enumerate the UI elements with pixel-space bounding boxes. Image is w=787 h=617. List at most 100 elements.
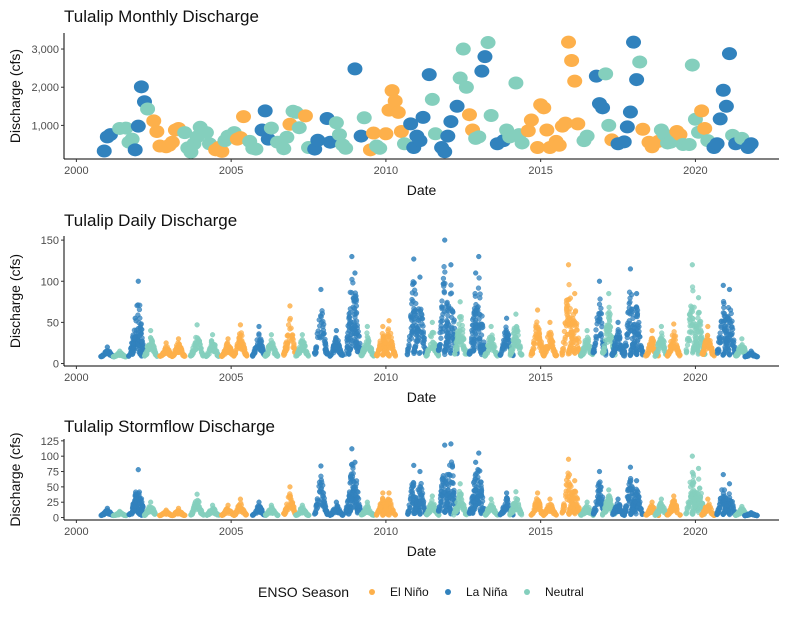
data-point-neutral — [453, 344, 458, 349]
data-point-el-nino — [544, 346, 549, 351]
data-point-la-nina — [500, 348, 505, 353]
data-point-el-nino — [384, 502, 389, 507]
data-point-la-nina — [322, 496, 327, 501]
data-point-la-nina — [415, 309, 420, 314]
data-point-neutral — [588, 344, 593, 349]
data-point-el-nino — [702, 342, 707, 347]
data-point-peak-neutral — [195, 492, 200, 497]
data-point-el-nino — [701, 351, 706, 356]
data-point-peak-la-nina — [257, 324, 262, 329]
data-point-peak-neutral — [430, 320, 435, 325]
data-point-la-nina — [470, 510, 475, 515]
data-point-la-nina — [634, 351, 639, 356]
x-tick-label: 2005 — [219, 372, 243, 384]
data-point-la-nina — [320, 324, 325, 329]
data-point-el-nino — [171, 353, 176, 358]
data-point-la-nina — [134, 80, 149, 93]
data-point-neutral — [583, 342, 588, 347]
data-point-peak-la-nina — [349, 446, 354, 451]
data-point-neutral — [428, 127, 443, 140]
data-point-el-nino — [561, 36, 576, 49]
data-point-neutral — [632, 56, 647, 69]
data-point-la-nina — [444, 502, 449, 507]
data-point-la-nina — [418, 350, 423, 355]
data-point-la-nina — [504, 496, 509, 501]
data-point-peak-el-nino — [380, 491, 385, 496]
y-tick-label: 3,000 — [31, 44, 59, 56]
data-point-neutral — [457, 322, 462, 327]
data-point-neutral — [150, 340, 155, 345]
data-point-el-nino — [675, 348, 680, 353]
x-tick-label: 2010 — [374, 372, 398, 384]
data-point-el-nino — [671, 338, 676, 343]
data-point-el-nino — [388, 94, 403, 107]
data-point-neutral — [430, 340, 435, 345]
data-point-la-nina — [334, 336, 339, 341]
y-tick-label: 25 — [47, 497, 59, 509]
data-point-la-nina — [317, 489, 322, 494]
data-point-peak-el-nino — [380, 324, 385, 329]
data-point-la-nina — [356, 503, 361, 508]
y-tick-label: 125 — [41, 436, 59, 448]
data-point-la-nina — [350, 277, 355, 282]
data-point-la-nina — [257, 333, 262, 338]
y-axis-label: Discharge (cfs) — [7, 254, 23, 348]
data-point-la-nina — [627, 290, 632, 295]
data-point-el-nino — [232, 351, 237, 356]
data-point-el-nino — [386, 328, 391, 333]
data-point-la-nina — [476, 286, 481, 291]
data-point-la-nina — [319, 314, 324, 319]
x-tick-label: 2000 — [64, 165, 88, 177]
y-tick-label: 0 — [53, 359, 59, 371]
data-point-la-nina — [256, 506, 261, 511]
data-point-la-nina — [99, 354, 104, 359]
data-point-el-nino — [537, 330, 542, 335]
data-point-peak-neutral — [585, 328, 590, 333]
data-point-la-nina — [357, 345, 362, 350]
data-point-la-nina — [415, 331, 420, 336]
data-point-la-nina — [594, 327, 599, 332]
data-point-la-nina — [357, 334, 362, 339]
data-point-la-nina — [413, 344, 418, 349]
data-point-peak-la-nina — [411, 463, 416, 468]
data-point-la-nina — [719, 324, 724, 329]
data-point-la-nina — [626, 309, 631, 314]
data-point-peak-la-nina — [616, 320, 621, 325]
data-point-la-nina — [407, 503, 412, 508]
data-point-peak-el-nino — [387, 318, 392, 323]
data-point-el-nino — [239, 330, 244, 335]
data-point-la-nina — [710, 137, 725, 150]
y-tick-label: 150 — [41, 235, 59, 247]
data-point-la-nina — [474, 334, 479, 339]
data-point-la-nina — [723, 349, 728, 354]
data-point-la-nina — [412, 288, 417, 293]
data-point-la-nina — [477, 295, 482, 300]
data-point-la-nina — [625, 332, 630, 337]
data-point-neutral — [425, 93, 440, 106]
data-point-el-nino — [183, 513, 188, 518]
data-point-neutral — [276, 142, 291, 155]
data-point-neutral — [512, 328, 517, 333]
y-axis-label: Discharge (cfs) — [7, 49, 23, 143]
y-axis-label: Discharge (cfs) — [7, 432, 23, 526]
data-point-la-nina — [620, 120, 635, 133]
data-point-la-nina — [322, 503, 327, 508]
data-point-peak-el-nino — [705, 324, 710, 329]
data-point-el-nino — [391, 106, 406, 119]
data-point-neutral — [459, 81, 474, 94]
data-point-el-nino — [644, 352, 649, 357]
data-point-el-nino — [462, 108, 477, 121]
data-point-el-nino — [650, 341, 655, 346]
data-point-neutral — [461, 503, 466, 508]
data-point-la-nina — [314, 507, 319, 512]
data-point-peak-la-nina — [476, 451, 481, 456]
data-point-neutral — [518, 351, 523, 356]
data-point-la-nina — [716, 347, 721, 352]
y-tick-label: 1,000 — [31, 120, 59, 132]
data-point-neutral — [454, 508, 459, 513]
data-point-el-nino — [378, 127, 393, 140]
data-point-la-nina — [439, 336, 444, 341]
data-point-peak-la-nina — [418, 469, 423, 474]
x-tick-label: 2005 — [219, 165, 243, 177]
